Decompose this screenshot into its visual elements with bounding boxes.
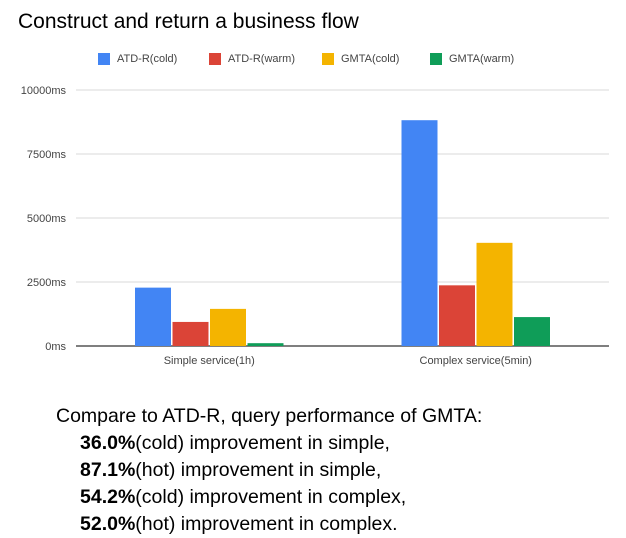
y-tick-label: 0ms xyxy=(45,341,66,353)
bar xyxy=(439,285,475,346)
y-tick-label: 5000ms xyxy=(27,213,67,225)
bar-chart: 0ms 2500ms 5000ms 7500ms 10000ms Simple servi… xyxy=(21,85,609,367)
summary-text: (hot) improvement in simple, xyxy=(135,459,382,481)
legend-item-atdr-cold: ATD-R(cold) xyxy=(98,53,177,65)
bar xyxy=(172,321,209,346)
x-tick-label: Complex service(5min) xyxy=(420,355,532,367)
summary-percent: 54.2% xyxy=(80,486,136,508)
chart-legend: ATD-R(cold) ATD-R(warm) GMTA(cold) GMTA(… xyxy=(0,53,626,71)
y-tick-label: 7500ms xyxy=(27,149,67,161)
chart-title: Construct and return a business flow xyxy=(18,10,359,33)
bar xyxy=(210,308,246,346)
legend-label-atdr-warm: ATD-R(warm) xyxy=(228,53,296,65)
summary-item: 54.2%(cold) improvement in complex, xyxy=(80,484,482,511)
legend-item-atdr-warm: ATD-R(warm) xyxy=(209,53,295,65)
summary-block: Compare to ATD-R, query performance of G… xyxy=(56,403,482,538)
summary-item: 52.0%(hot) improvement in complex. xyxy=(80,511,482,538)
legend-swatch-gmta-warm xyxy=(430,53,442,65)
x-tick-label: Simple service(1h) xyxy=(164,355,255,367)
legend-item-gmta-cold: GMTA(cold) xyxy=(322,53,399,65)
bar xyxy=(514,317,550,346)
summary-text: (cold) improvement in complex, xyxy=(135,486,407,508)
summary-item: 87.1%(hot) improvement in simple, xyxy=(80,457,482,484)
legend-item-gmta-warm: GMTA(warm) xyxy=(430,53,514,65)
legend-swatch-gmta-cold xyxy=(322,53,334,65)
summary-text: (hot) improvement in complex. xyxy=(135,513,398,535)
y-tick-label: 2500ms xyxy=(27,277,67,289)
summary-percent: 87.1% xyxy=(80,459,136,481)
summary-heading: Compare to ATD-R, query performance of G… xyxy=(56,405,483,427)
bar xyxy=(401,120,438,346)
bar xyxy=(247,343,284,346)
summary-text: (cold) improvement in simple, xyxy=(135,432,390,454)
summary-percent: 52.0% xyxy=(80,513,136,535)
bar xyxy=(476,242,513,346)
y-tick-label: 10000ms xyxy=(21,85,67,97)
summary-percent: 36.0% xyxy=(80,432,136,454)
bar xyxy=(135,287,171,346)
summary-item: 36.0%(cold) improvement in simple, xyxy=(80,430,482,457)
legend-label-gmta-warm: GMTA(warm) xyxy=(449,53,515,65)
legend-label-atdr-cold: ATD-R(cold) xyxy=(117,53,178,65)
legend-swatch-atdr-cold xyxy=(98,53,110,65)
legend-label-gmta-cold: GMTA(cold) xyxy=(341,53,400,65)
legend-swatch-atdr-warm xyxy=(209,53,221,65)
